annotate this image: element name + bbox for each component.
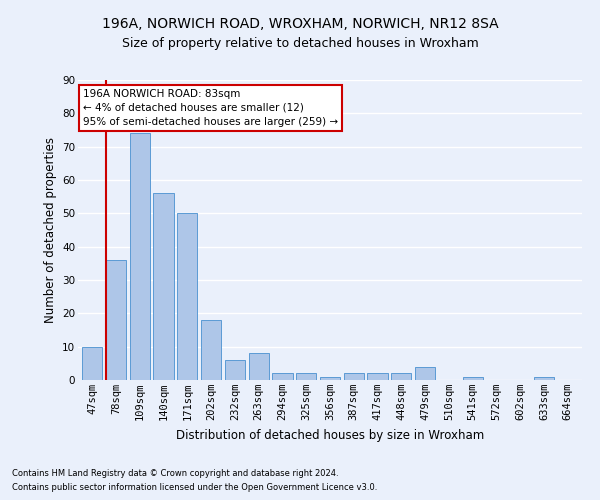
Bar [296, 374, 316, 380]
Bar [177, 214, 197, 380]
Bar [225, 360, 245, 380]
X-axis label: Distribution of detached houses by size in Wroxham: Distribution of detached houses by size … [176, 428, 484, 442]
Bar [248, 354, 269, 380]
Bar [154, 194, 173, 380]
Bar [272, 374, 293, 380]
Bar [415, 366, 435, 380]
Bar [344, 374, 364, 380]
Text: Size of property relative to detached houses in Wroxham: Size of property relative to detached ho… [122, 38, 478, 51]
Bar [130, 134, 150, 380]
Bar [201, 320, 221, 380]
Text: Contains public sector information licensed under the Open Government Licence v3: Contains public sector information licen… [12, 484, 377, 492]
Bar [320, 376, 340, 380]
Bar [391, 374, 412, 380]
Text: 196A NORWICH ROAD: 83sqm
← 4% of detached houses are smaller (12)
95% of semi-de: 196A NORWICH ROAD: 83sqm ← 4% of detache… [83, 89, 338, 127]
Text: Contains HM Land Registry data © Crown copyright and database right 2024.: Contains HM Land Registry data © Crown c… [12, 468, 338, 477]
Bar [534, 376, 554, 380]
Bar [463, 376, 483, 380]
Bar [106, 260, 126, 380]
Text: 196A, NORWICH ROAD, WROXHAM, NORWICH, NR12 8SA: 196A, NORWICH ROAD, WROXHAM, NORWICH, NR… [101, 18, 499, 32]
Bar [367, 374, 388, 380]
Y-axis label: Number of detached properties: Number of detached properties [44, 137, 56, 323]
Bar [82, 346, 103, 380]
